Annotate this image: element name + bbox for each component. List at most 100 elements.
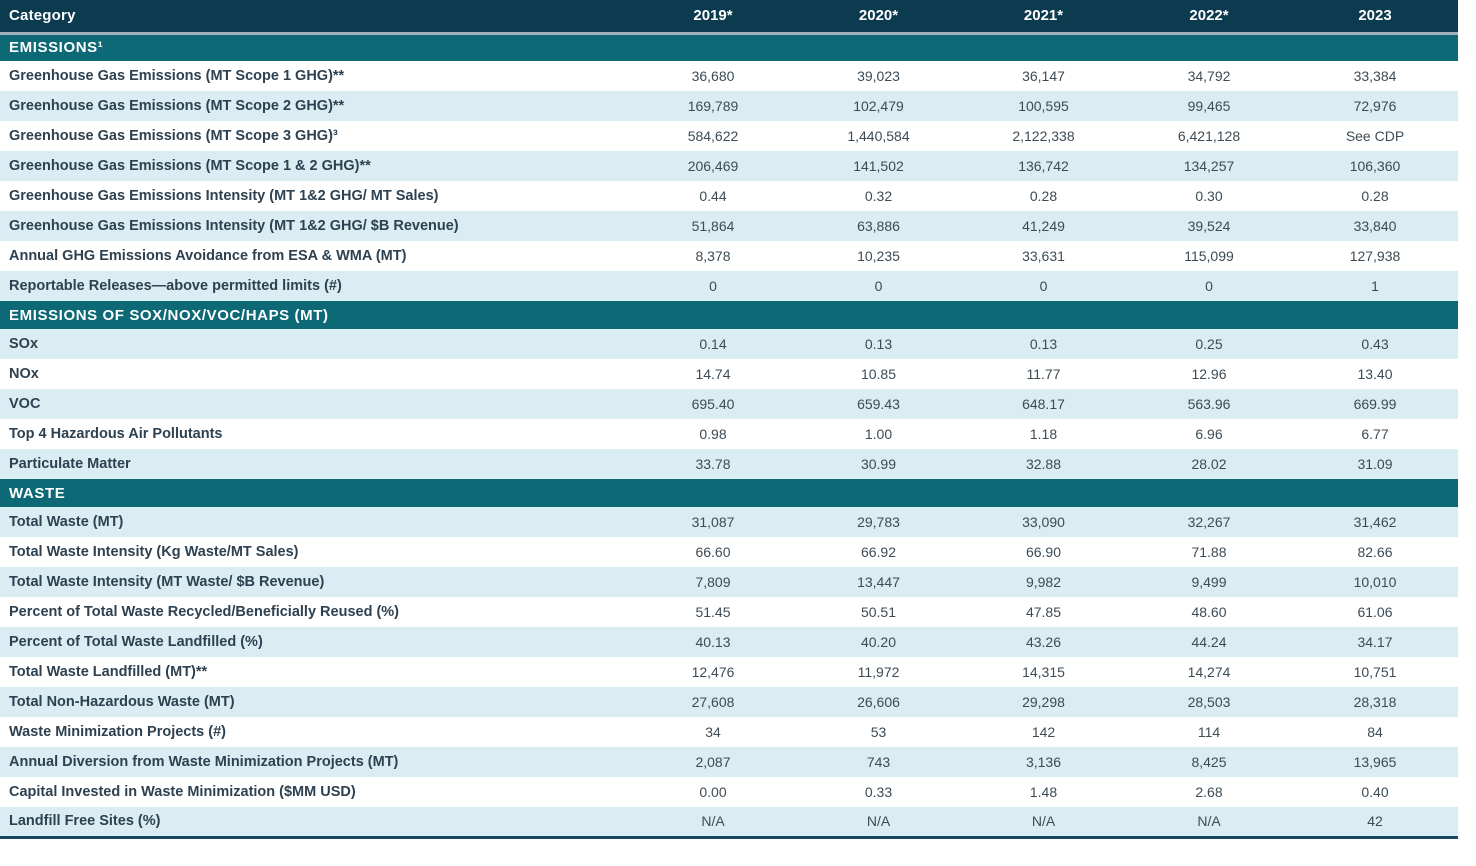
cell-value: 44.24 — [1126, 627, 1292, 657]
cell-value: 32.88 — [961, 449, 1126, 479]
cell-value: 36,680 — [630, 61, 796, 91]
cell-value: 42 — [1292, 807, 1458, 839]
cell-value: N/A — [1126, 807, 1292, 839]
cell-value: 33.78 — [630, 449, 796, 479]
page: Category 2019* 2020* 2021* 2022* 2023 EM… — [0, 0, 1458, 839]
cell-value: 53 — [796, 717, 961, 747]
cell-value: 1.00 — [796, 419, 961, 449]
table-row: Waste Minimization Projects (#) 34 53 142 11… — [0, 717, 1458, 747]
row-label: Percent of Total Waste Recycled/Benefici… — [0, 597, 630, 627]
cell-value: 28,503 — [1126, 687, 1292, 717]
cell-value: 659.43 — [796, 389, 961, 419]
cell-value: 66.60 — [630, 537, 796, 567]
column-header-year-2019: 2019* — [630, 0, 796, 35]
cell-value: 9,982 — [961, 567, 1126, 597]
esg-metrics-table: Category 2019* 2020* 2021* 2022* 2023 EM… — [0, 0, 1458, 839]
table-row: Top 4 Hazardous Air Pollutants 0.98 1.00 1.… — [0, 419, 1458, 449]
cell-value: 29,783 — [796, 507, 961, 537]
row-label: Greenhouse Gas Emissions (MT Scope 3 GHG… — [0, 121, 630, 151]
cell-value: 47.85 — [961, 597, 1126, 627]
row-label: Total Waste Intensity (MT Waste/ $B Reve… — [0, 567, 630, 597]
cell-value: 14.74 — [630, 359, 796, 389]
column-header-year-2021: 2021* — [961, 0, 1126, 35]
cell-value: 0.44 — [630, 181, 796, 211]
table-row: Greenhouse Gas Emissions (MT Scope 2 GHG… — [0, 91, 1458, 121]
cell-value: 39,023 — [796, 61, 961, 91]
cell-value: 28.02 — [1126, 449, 1292, 479]
cell-value: 34.17 — [1292, 627, 1458, 657]
cell-value: 169,789 — [630, 91, 796, 121]
cell-value: 206,469 — [630, 151, 796, 181]
cell-value: 33,384 — [1292, 61, 1458, 91]
cell-value: 33,090 — [961, 507, 1126, 537]
table-row: VOC 695.40 659.43 648.17 563.96 669.99 — [0, 389, 1458, 419]
cell-value: 0.13 — [961, 329, 1126, 359]
column-header-row: Category 2019* 2020* 2021* 2022* 2023 — [0, 0, 1458, 35]
cell-value: 43.26 — [961, 627, 1126, 657]
cell-value: 0.00 — [630, 777, 796, 807]
row-label: NOx — [0, 359, 630, 389]
table-row: Capital Invested in Waste Minimization (… — [0, 777, 1458, 807]
cell-value: N/A — [630, 807, 796, 839]
table-row: Reportable Releases—above permitted limi… — [0, 271, 1458, 301]
section-title: EMISSIONS OF SOX/NOX/VOC/HAPS (MT) — [0, 301, 1458, 329]
cell-value: 100,595 — [961, 91, 1126, 121]
cell-value: 61.06 — [1292, 597, 1458, 627]
cell-value: 11.77 — [961, 359, 1126, 389]
table-row: Total Waste Intensity (Kg Waste/MT Sales… — [0, 537, 1458, 567]
cell-value: 2.68 — [1126, 777, 1292, 807]
row-label: Waste Minimization Projects (#) — [0, 717, 630, 747]
cell-value: 51,864 — [630, 211, 796, 241]
cell-value: 11,972 — [796, 657, 961, 687]
section-header-row: EMISSIONS OF SOX/NOX/VOC/HAPS (MT) — [0, 301, 1458, 329]
cell-value: 1,440,584 — [796, 121, 961, 151]
row-label: Total Waste Intensity (Kg Waste/MT Sales… — [0, 537, 630, 567]
row-label: Percent of Total Waste Landfilled (%) — [0, 627, 630, 657]
cell-value: 0.30 — [1126, 181, 1292, 211]
cell-value: 63,886 — [796, 211, 961, 241]
row-label: Landfill Free Sites (%) — [0, 807, 630, 839]
cell-value: 0.98 — [630, 419, 796, 449]
cell-value: 0 — [1126, 271, 1292, 301]
cell-value: 48.60 — [1126, 597, 1292, 627]
cell-value: 114 — [1126, 717, 1292, 747]
table-row: NOx 14.74 10.85 11.77 12.96 13.40 — [0, 359, 1458, 389]
cell-value: 8,378 — [630, 241, 796, 271]
cell-value: 0.13 — [796, 329, 961, 359]
cell-value: 142 — [961, 717, 1126, 747]
cell-value: 115,099 — [1126, 241, 1292, 271]
cell-value: 84 — [1292, 717, 1458, 747]
section-header-row: WASTE — [0, 479, 1458, 507]
cell-value: 1.48 — [961, 777, 1126, 807]
cell-value: 27,608 — [630, 687, 796, 717]
table-row: Percent of Total Waste Landfilled (%) 40.… — [0, 627, 1458, 657]
row-label: Annual GHG Emissions Avoidance from ESA … — [0, 241, 630, 271]
cell-value: 34,792 — [1126, 61, 1292, 91]
table-row: Greenhouse Gas Emissions (MT Scope 3 GHG… — [0, 121, 1458, 151]
cell-value: 28,318 — [1292, 687, 1458, 717]
row-label: Greenhouse Gas Emissions (MT Scope 2 GHG… — [0, 91, 630, 121]
cell-value: 14,315 — [961, 657, 1126, 687]
cell-value: 0 — [961, 271, 1126, 301]
cell-value: 743 — [796, 747, 961, 777]
row-label: Particulate Matter — [0, 449, 630, 479]
cell-value: 648.17 — [961, 389, 1126, 419]
cell-value: 12,476 — [630, 657, 796, 687]
cell-value: 6.96 — [1126, 419, 1292, 449]
row-label: Reportable Releases—above permitted limi… — [0, 271, 630, 301]
cell-value: 82.66 — [1292, 537, 1458, 567]
cell-value: 127,938 — [1292, 241, 1458, 271]
cell-value: 14,274 — [1126, 657, 1292, 687]
cell-value: 0.14 — [630, 329, 796, 359]
cell-value: See CDP — [1292, 121, 1458, 151]
cell-value: 13,965 — [1292, 747, 1458, 777]
cell-value: 30.99 — [796, 449, 961, 479]
table-row: Total Waste Landfilled (MT)** 12,476 11,97… — [0, 657, 1458, 687]
cell-value: 33,631 — [961, 241, 1126, 271]
cell-value: 26,606 — [796, 687, 961, 717]
cell-value: 40.20 — [796, 627, 961, 657]
cell-value: 33,840 — [1292, 211, 1458, 241]
cell-value: 695.40 — [630, 389, 796, 419]
cell-value: 2,122,338 — [961, 121, 1126, 151]
row-label: Greenhouse Gas Emissions Intensity (MT 1… — [0, 211, 630, 241]
